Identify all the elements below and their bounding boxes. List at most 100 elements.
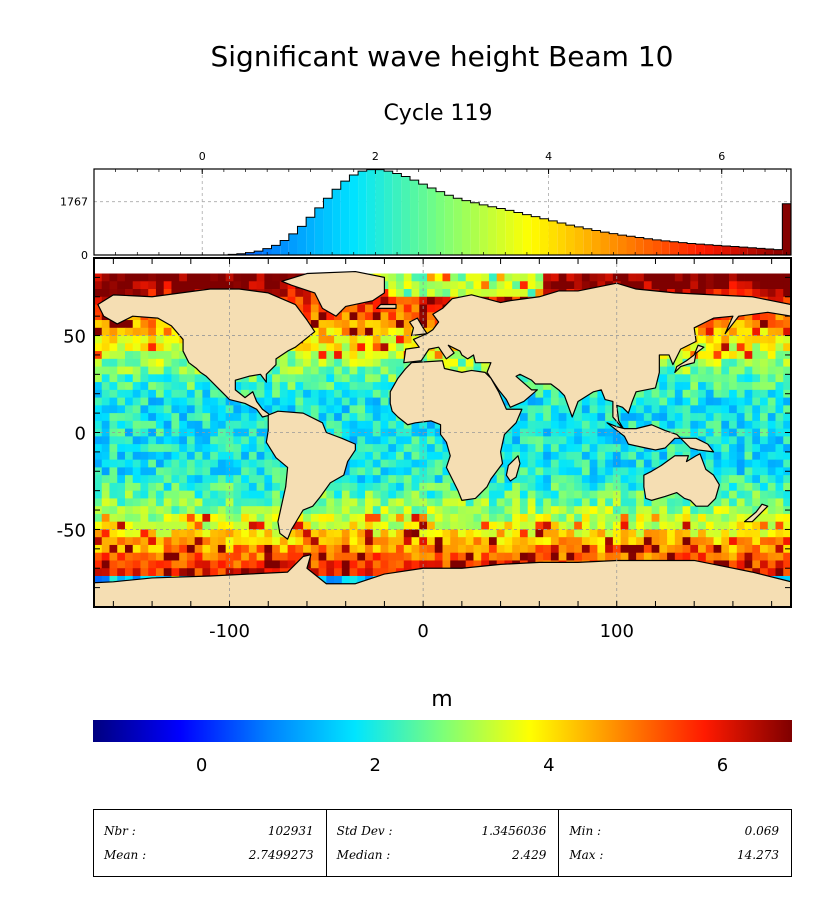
wave-height-cell [148,281,157,290]
wave-height-cell [690,281,699,290]
wave-height-cell [372,444,381,453]
wave-height-cell [597,389,606,398]
wave-height-cell [365,560,374,569]
wave-height-cell [148,436,157,445]
wave-height-cell [357,552,366,561]
wave-height-cell [543,459,552,468]
wave-height-cell [365,490,374,499]
wave-height-cell [427,320,436,329]
wave-height-cell [365,343,374,352]
wave-height-cell [736,366,745,375]
wave-height-cell [775,498,784,507]
wave-height-cell [396,482,405,492]
wave-height-cell [117,382,126,391]
wave-height-cell [225,544,234,554]
wave-height-cell [310,397,319,406]
wave-height-cell [380,382,389,391]
wave-height-cell [713,397,722,406]
wave-height-cell [357,320,366,329]
wave-height-cell [434,351,443,360]
wave-height-cell [721,521,730,530]
wave-height-cell [171,521,180,530]
wave-height-cell [186,389,196,398]
wave-height-cell [558,506,567,515]
wave-height-cell [527,529,536,538]
wave-height-cell [651,544,660,554]
wave-height-cell [690,413,699,422]
wave-height-cell [574,529,583,538]
wave-height-cell [752,335,761,344]
wave-height-cell [334,335,343,344]
wave-height-cell [179,374,188,383]
wave-height-cell [713,343,722,352]
histogram-bar [609,233,618,255]
wave-height-cell [163,560,172,569]
wave-height-cell [690,529,699,538]
wave-height-cell [527,444,536,453]
wave-height-cell [256,544,265,554]
wave-height-cell [341,304,350,313]
wave-height-cell [179,568,188,577]
wave-height-cell [636,444,645,453]
wave-height-cell [380,405,389,414]
wave-height-cell [349,327,358,336]
wave-height-cell [140,327,149,336]
wave-height-cell [566,498,575,507]
wave-height-cell [481,560,490,569]
wave-height-cell [272,389,281,398]
wave-height-cell [535,382,544,391]
wave-height-cell [636,405,645,414]
wave-height-cell [760,529,769,538]
wave-height-cell [566,475,575,484]
wave-height-cell [148,529,157,538]
wave-height-cell [775,490,784,499]
wave-height-cell [651,405,660,414]
wave-height-cell [117,289,126,298]
wave-height-cell [434,521,443,530]
wave-height-cell [217,444,227,453]
wave-height-cell [659,521,668,530]
wave-height-cell [202,544,211,554]
wave-height-cell [620,420,629,430]
wave-height-cell [233,506,242,515]
wave-height-cell [396,475,405,484]
wave-height-cell [388,490,397,499]
wave-height-cell [434,552,443,561]
wave-height-cell [388,444,397,453]
wave-height-cell [132,366,141,375]
wave-height-cell [341,413,350,422]
wave-height-cell [643,467,652,476]
wave-height-cell [124,544,134,554]
wave-height-cell [589,389,598,398]
wave-height-cell [612,444,622,453]
histogram-bar [626,236,636,255]
wave-height-cell [163,537,172,546]
wave-height-cell [171,451,180,461]
wave-height-cell [318,552,327,561]
wave-height-cell [241,544,250,554]
histogram-bar [245,252,255,255]
wave-height-cell [427,513,436,523]
histogram-bar [453,198,462,255]
wave-height-cell [202,467,211,476]
wave-height-cell [457,560,467,569]
wave-height-cell [132,358,141,367]
wave-height-cell [411,529,420,538]
wave-height-cell [233,490,242,499]
wave-height-cell [705,320,714,329]
wave-height-cell [581,544,591,554]
land-eurasia [403,282,791,432]
wave-height-cell [527,405,536,414]
wave-height-cell [318,506,327,515]
wave-height-cell [713,521,722,530]
stat-value-min: 0.069 [744,824,780,838]
wave-height-cell [674,397,683,406]
wave-height-cell [783,335,791,344]
wave-height-cell [365,467,374,476]
wave-height-cell [752,552,761,561]
wave-height-cell [380,397,389,406]
wave-height-cell [155,397,165,406]
wave-height-cell [117,575,126,585]
wave-height-cell [326,397,335,406]
wave-height-cell [124,482,134,492]
